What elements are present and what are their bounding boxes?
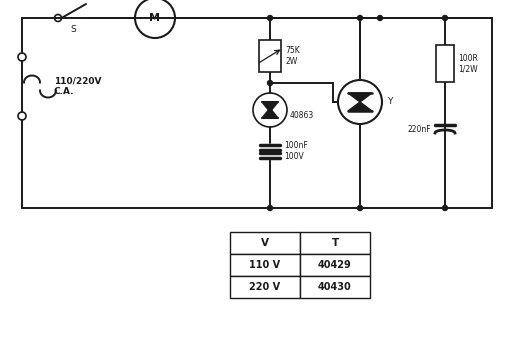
Polygon shape	[262, 108, 278, 118]
Bar	[300, 232, 370, 254]
Circle shape	[378, 16, 383, 20]
Text: 110/220V
C.A.: 110/220V C.A.	[54, 77, 101, 96]
Circle shape	[267, 81, 272, 85]
Circle shape	[267, 16, 272, 20]
Bar	[230, 254, 300, 276]
Polygon shape	[348, 93, 372, 102]
Text: 220 V: 220 V	[250, 282, 281, 292]
Circle shape	[358, 205, 362, 210]
Text: 40863: 40863	[290, 112, 314, 120]
Text: S: S	[70, 25, 76, 34]
Text: M: M	[150, 13, 161, 23]
Bar	[300, 276, 370, 298]
Text: 100R
1/2W: 100R 1/2W	[458, 54, 478, 73]
Text: Y: Y	[387, 98, 393, 106]
Text: 100nF
100V: 100nF 100V	[284, 141, 308, 161]
Bar	[436, 45, 454, 82]
Circle shape	[267, 205, 272, 210]
Text: T: T	[331, 238, 339, 248]
Polygon shape	[348, 102, 372, 111]
Text: 40429: 40429	[318, 260, 352, 270]
Text: 75K
2W: 75K 2W	[285, 46, 300, 66]
Text: 110 V: 110 V	[250, 260, 281, 270]
Circle shape	[443, 205, 448, 210]
Text: 40430: 40430	[318, 282, 352, 292]
Bar	[300, 254, 370, 276]
Bar	[230, 276, 300, 298]
Circle shape	[443, 16, 448, 20]
Bar	[230, 232, 300, 254]
Bar	[259, 40, 281, 72]
Circle shape	[358, 16, 362, 20]
Polygon shape	[262, 102, 278, 112]
Text: 220nF: 220nF	[407, 124, 431, 134]
Text: V: V	[261, 238, 269, 248]
